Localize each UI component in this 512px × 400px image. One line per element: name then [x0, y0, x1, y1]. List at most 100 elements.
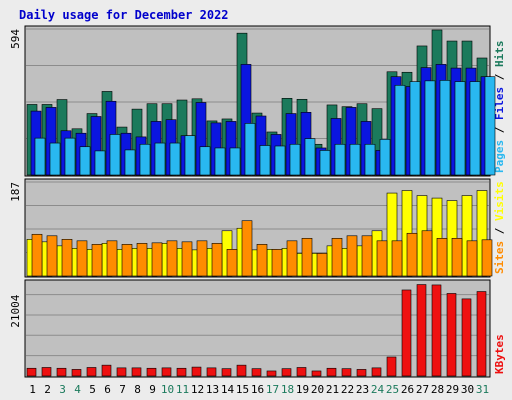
- bar-kbytes: KBytes 31: 21800: [476, 291, 487, 377]
- bar-kbytes: KBytes 27: 23600: [416, 284, 427, 377]
- bar-pages: Pages 23: 125: [364, 143, 376, 176]
- bar-kbytes: KBytes 17: 1300: [266, 370, 277, 377]
- bar-pages: Pages 17: 118: [274, 145, 286, 176]
- bar-pages: Pages 24: 145: [379, 139, 391, 176]
- x-tick-label: 24: [371, 383, 385, 396]
- bar-pages: Pages 10: 130: [169, 142, 181, 176]
- panel-frame: [24, 279, 491, 378]
- bar-kbytes: KBytes 28: 23500: [431, 284, 442, 377]
- bar-sites: Sites 21: 75: [331, 237, 343, 277]
- legend-separator: /: [493, 120, 506, 140]
- x-tick-label: 29: [446, 383, 459, 396]
- bar-sites: Sites 5: 63: [91, 244, 103, 277]
- bar-pages: Pages 16: 120: [259, 145, 271, 176]
- x-tick-label: 20: [311, 383, 324, 396]
- legend-entry-kbytes: KBytes: [493, 334, 506, 374]
- panel-max-label: 187: [9, 182, 22, 202]
- legend-entry-pages: Pages: [493, 140, 506, 173]
- legend-entry-hits: Hits: [493, 41, 506, 68]
- x-tick-label: 2: [44, 383, 51, 396]
- x-tick-label: 11: [176, 383, 189, 396]
- x-tick-label: 30: [461, 383, 474, 396]
- bar-pages: Pages 1: 150: [34, 137, 46, 176]
- bar-pages: Pages 28: 385: [439, 80, 451, 176]
- panel-kbytes: 21004 KBytes KBytes 1: 2000 KBytes 2: 2200 K…: [9, 279, 506, 378]
- panel-max-label: 594: [9, 29, 22, 49]
- bar-kbytes: KBytes 7: 2100: [116, 367, 127, 377]
- bar-pages: Pages 15: 210: [244, 123, 256, 176]
- x-tick-label: 8: [134, 383, 141, 396]
- bar-sites: Sites 18: 70: [286, 240, 298, 277]
- bar-sites: Sites 7: 63: [121, 244, 133, 277]
- bar-kbytes: KBytes 14: 1900: [221, 368, 232, 377]
- bar-sites: Sites 26: 85: [406, 232, 418, 277]
- bar-kbytes: KBytes 9: 2000: [146, 367, 157, 377]
- x-tick-label: 26: [401, 383, 414, 396]
- x-tick-label: 5: [89, 383, 96, 396]
- bar-pages: Pages 11: 160: [184, 135, 196, 176]
- bar-sites: Sites 31: 72: [481, 239, 493, 277]
- bar-pages: Pages 30: 380: [469, 81, 481, 176]
- bar-sites: Sites 27: 90: [421, 230, 433, 277]
- x-tick-label: 12: [191, 383, 204, 396]
- bar-sites: Sites 8: 65: [136, 243, 148, 277]
- bar-sites: Sites 11: 68: [181, 241, 193, 277]
- bar-kbytes: KBytes 2: 2200: [41, 367, 52, 377]
- x-tick-label: 10: [161, 383, 174, 396]
- bar-pages: Pages 8: 125: [139, 143, 151, 176]
- x-tick-label: 21: [326, 383, 339, 396]
- bar-kbytes: KBytes 10: 2100: [161, 367, 172, 377]
- bar-pages: Pages 14: 110: [229, 147, 241, 176]
- bar-kbytes: KBytes 18: 1900: [281, 368, 292, 377]
- x-tick-label: 19: [296, 383, 309, 396]
- x-axis-day-labels: 1 2 3 4 5 6 7 8 9 10 11 12 13 14 15 16 17 18 19 20 21 22 23 24 2…: [29, 383, 489, 396]
- bar-sites: Sites 24: 70: [376, 240, 388, 277]
- x-tick-label: 4: [74, 383, 81, 396]
- panel-legend: Pages / Files / Hits: [493, 41, 506, 174]
- x-tick-label: 23: [356, 383, 369, 396]
- x-tick-label: 31: [476, 383, 489, 396]
- bar-pages: Pages 9: 130: [154, 142, 166, 176]
- x-tick-label: 16: [251, 383, 264, 396]
- panel-max-label: 21004: [9, 294, 22, 327]
- bar-pages: Pages 27: 383: [424, 80, 436, 176]
- legend-separator: /: [493, 221, 506, 241]
- bar-kbytes: KBytes 5: 2200: [86, 367, 97, 377]
- bar-pages: Pages 26: 380: [409, 81, 421, 176]
- x-tick-label: 13: [206, 383, 219, 396]
- legend-entry-files: Files: [493, 87, 506, 120]
- bar-pages: Pages 6: 165: [109, 134, 121, 176]
- bar-pages: Pages 25: 365: [394, 84, 406, 176]
- x-tick-label: 22: [341, 383, 354, 396]
- bar-sites: Sites 6: 70: [106, 240, 118, 277]
- x-tick-label: 7: [119, 383, 126, 396]
- bar-sites: Sites 29: 75: [451, 237, 463, 277]
- x-tick-label: 27: [416, 383, 429, 396]
- bar-kbytes: KBytes 21: 2000: [326, 367, 337, 377]
- x-tick-label: 9: [149, 383, 156, 396]
- bar-sites: Sites 30: 70: [466, 240, 478, 277]
- x-tick-label: 1: [29, 383, 36, 396]
- bar-pages: Pages 2: 130: [49, 142, 61, 176]
- bar-pages: Pages 21: 125: [334, 143, 346, 176]
- bar-kbytes: KBytes 19: 2200: [296, 367, 307, 377]
- bar-sites: Sites 2: 80: [46, 235, 58, 277]
- bar-sites: Sites 22: 80: [346, 235, 358, 277]
- x-tick-label: 6: [104, 383, 111, 396]
- bar-sites: Sites 15: 110: [241, 220, 253, 277]
- bar-kbytes: KBytes 13: 2100: [206, 367, 217, 377]
- bar-kbytes: KBytes 3: 2000: [56, 367, 67, 377]
- bar-kbytes: KBytes 16: 1900: [251, 368, 262, 377]
- bar-sites: Sites 23: 80: [361, 235, 373, 277]
- bar-pages: Pages 12: 115: [199, 146, 211, 176]
- x-tick-label: 25: [386, 383, 399, 396]
- panel-legend: KBytes: [493, 334, 506, 374]
- bar-kbytes: KBytes 15: 2800: [236, 364, 247, 377]
- bar-sites: Sites 13: 65: [211, 243, 223, 277]
- bar-sites: Sites 9: 66: [151, 242, 163, 277]
- x-tick-label: 14: [221, 383, 235, 396]
- bar-sites: Sites 4: 70: [76, 240, 88, 277]
